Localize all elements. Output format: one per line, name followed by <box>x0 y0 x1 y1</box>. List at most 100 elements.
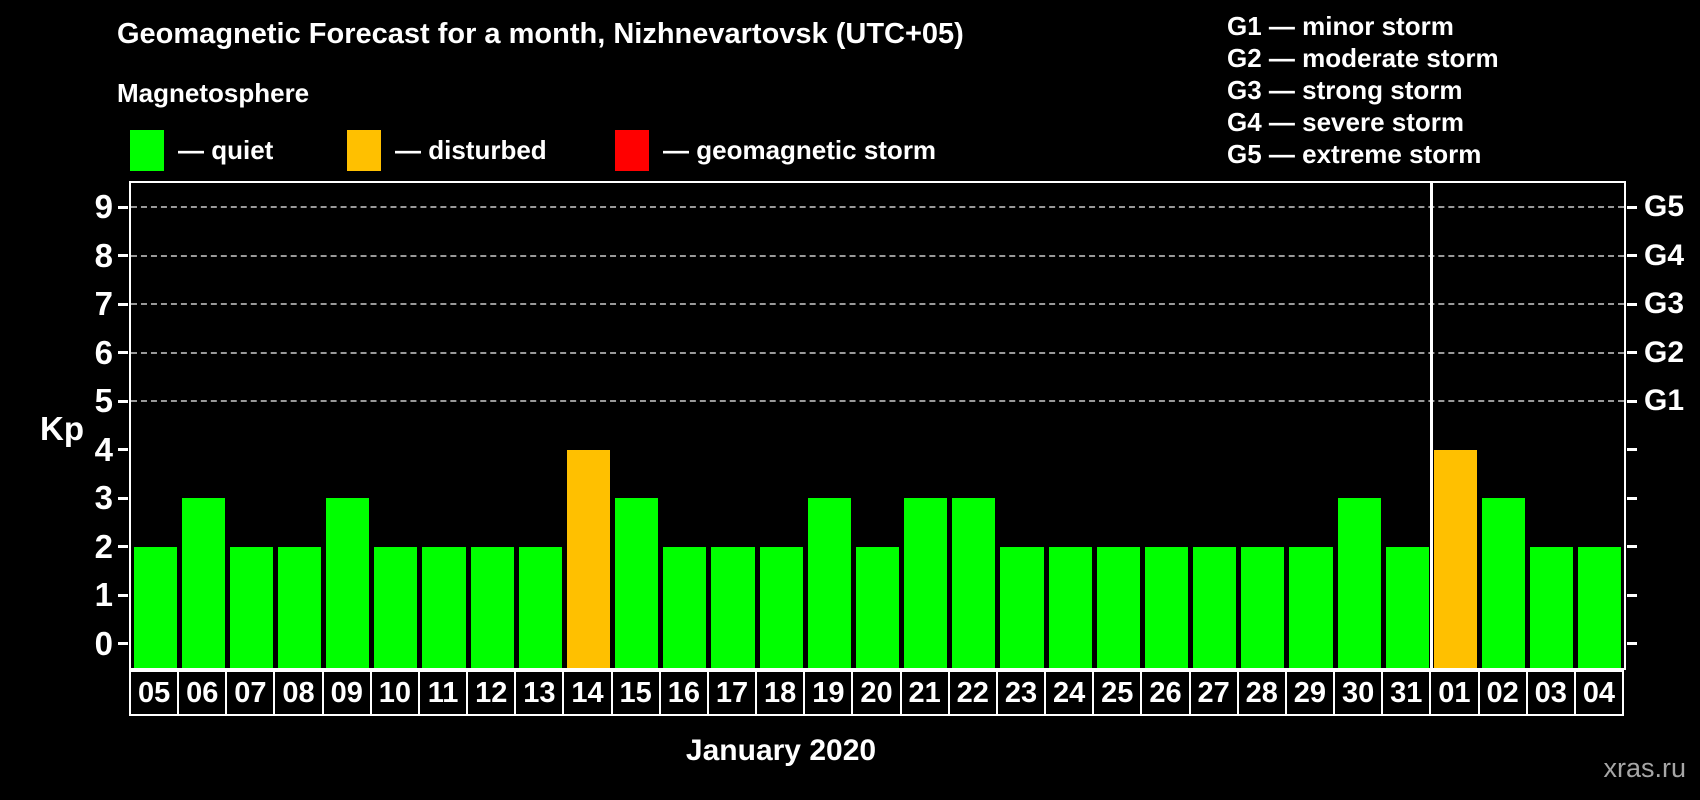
plot-area: 0 1 2 3 4 5 6 7 8 9 G5 G4 G3 G2 G1 05 06 07 08 09 10 11 12 13 14… <box>95 181 1684 716</box>
gridline-kp-8 <box>131 254 1624 257</box>
day-label-cell-15: 15 <box>610 670 661 716</box>
left-tick-5 <box>118 399 128 403</box>
right-axis-label-G3: G3 <box>1644 287 1685 321</box>
bar-day-09 <box>326 498 370 668</box>
bar-day-31 <box>1385 546 1429 668</box>
bar-day-17 <box>711 546 755 668</box>
bar-day-05 <box>133 546 177 668</box>
quiet-legend-label: — quiet <box>178 135 274 165</box>
day-label-cell-03: 03 <box>1525 670 1576 716</box>
gridline-kp-6 <box>131 351 1624 354</box>
g2-legend-line: G2 — moderate storm <box>1227 43 1499 73</box>
day-label-cell-21: 21 <box>899 670 950 716</box>
day-label-cell-10: 10 <box>369 670 420 716</box>
day-label-cell-22: 22 <box>947 670 998 716</box>
bar-day-16 <box>663 546 707 668</box>
right-tick-8 <box>1627 254 1637 258</box>
bar-day-08 <box>277 546 322 668</box>
ytick-label-7: 7 <box>94 285 113 323</box>
day-label-cell-18: 18 <box>755 670 806 716</box>
g3-legend-line: G3 — strong storm <box>1227 75 1463 105</box>
ytick-label-9: 9 <box>94 188 113 226</box>
storm-swatch-icon <box>615 130 649 171</box>
gridline-kp-9 <box>131 206 1624 209</box>
left-tick-6 <box>118 351 128 355</box>
bar-day-06 <box>181 498 225 668</box>
right-axis-label-G5: G5 <box>1644 190 1685 224</box>
bar-day-28 <box>1241 546 1285 668</box>
day-label-cell-27: 27 <box>1188 670 1239 716</box>
right-axis-label-G2: G2 <box>1644 335 1685 369</box>
day-label-cell-13: 13 <box>514 670 565 716</box>
day-label-cell-06: 06 <box>177 670 228 716</box>
bar-day-11 <box>422 546 466 668</box>
day-label-cell-16: 16 <box>658 670 709 716</box>
bar-day-15 <box>615 498 659 668</box>
bar-day-04 <box>1578 546 1622 668</box>
bar-day-19 <box>807 498 851 668</box>
day-label-cell-20: 20 <box>851 670 902 716</box>
ytick-label-1: 1 <box>94 576 113 614</box>
day-label-cell-23: 23 <box>995 670 1047 716</box>
day-label-cell-05: 05 <box>129 670 180 716</box>
bar-day-03 <box>1530 546 1574 668</box>
storm-legend-label: — geomagnetic storm <box>663 135 937 165</box>
day-label-cell-09: 09 <box>321 670 372 716</box>
magnetosphere-heading: Magnetosphere <box>117 78 310 108</box>
right-tick-0 <box>1627 642 1637 646</box>
day-label-cell-26: 26 <box>1140 670 1191 716</box>
month-separator-line <box>1429 183 1433 668</box>
day-label-cell-31: 31 <box>1381 670 1432 716</box>
day-label-cell-25: 25 <box>1092 670 1143 716</box>
x-axis-title: January 2020 <box>685 734 877 767</box>
bar-day-23 <box>1000 546 1044 668</box>
day-label-cell-07: 07 <box>225 670 276 716</box>
disturbed-legend-label: — disturbed <box>395 135 547 165</box>
left-tick-7 <box>118 302 128 306</box>
bar-day-02 <box>1482 498 1526 668</box>
bar-day-24 <box>1048 546 1092 668</box>
right-tick-6 <box>1627 351 1637 355</box>
right-tick-4 <box>1627 448 1637 452</box>
ytick-label-6: 6 <box>94 333 113 371</box>
bar-day-13 <box>518 546 562 668</box>
bar-day-14 <box>566 449 611 668</box>
quiet-swatch-icon <box>130 130 164 171</box>
left-tick-3 <box>118 496 128 500</box>
day-label-cell-04: 04 <box>1573 670 1624 716</box>
bar-day-25 <box>1096 546 1140 668</box>
right-tick-5 <box>1627 399 1637 403</box>
left-tick-0 <box>118 642 128 646</box>
right-axis-label-G1: G1 <box>1644 384 1685 418</box>
bar-day-26 <box>1144 546 1189 668</box>
gridline-kp-7 <box>131 303 1624 306</box>
right-tick-9 <box>1627 205 1637 209</box>
bar-day-27 <box>1193 546 1237 668</box>
day-label-cell-02: 02 <box>1477 670 1528 716</box>
day-label-cell-08: 08 <box>273 670 324 716</box>
day-label-cell-30: 30 <box>1333 670 1384 716</box>
left-tick-9 <box>118 205 128 209</box>
bar-day-12 <box>470 546 514 668</box>
bar-day-01 <box>1433 449 1477 668</box>
watermark: xras.ru <box>1603 753 1686 783</box>
day-label-cell-17: 17 <box>706 670 758 716</box>
g1-legend-line: G1 — minor storm <box>1227 11 1454 41</box>
right-tick-2 <box>1627 545 1637 549</box>
right-tick-1 <box>1627 593 1637 597</box>
day-label-cell-19: 19 <box>803 670 854 716</box>
bar-day-07 <box>229 546 273 668</box>
day-label-cell-28: 28 <box>1236 670 1287 716</box>
bar-day-20 <box>855 546 900 668</box>
ytick-label-3: 3 <box>94 479 113 517</box>
ytick-label-5: 5 <box>94 382 113 420</box>
ytick-label-4: 4 <box>94 430 113 468</box>
bar-day-30 <box>1337 498 1381 668</box>
ytick-label-0: 0 <box>94 624 113 662</box>
bar-day-10 <box>374 546 418 668</box>
ytick-label-8: 8 <box>94 236 113 274</box>
day-label-cell-14: 14 <box>562 670 613 716</box>
bar-day-21 <box>904 498 948 668</box>
gridline-kp-5 <box>131 400 1624 403</box>
disturbed-swatch-icon <box>347 130 381 171</box>
